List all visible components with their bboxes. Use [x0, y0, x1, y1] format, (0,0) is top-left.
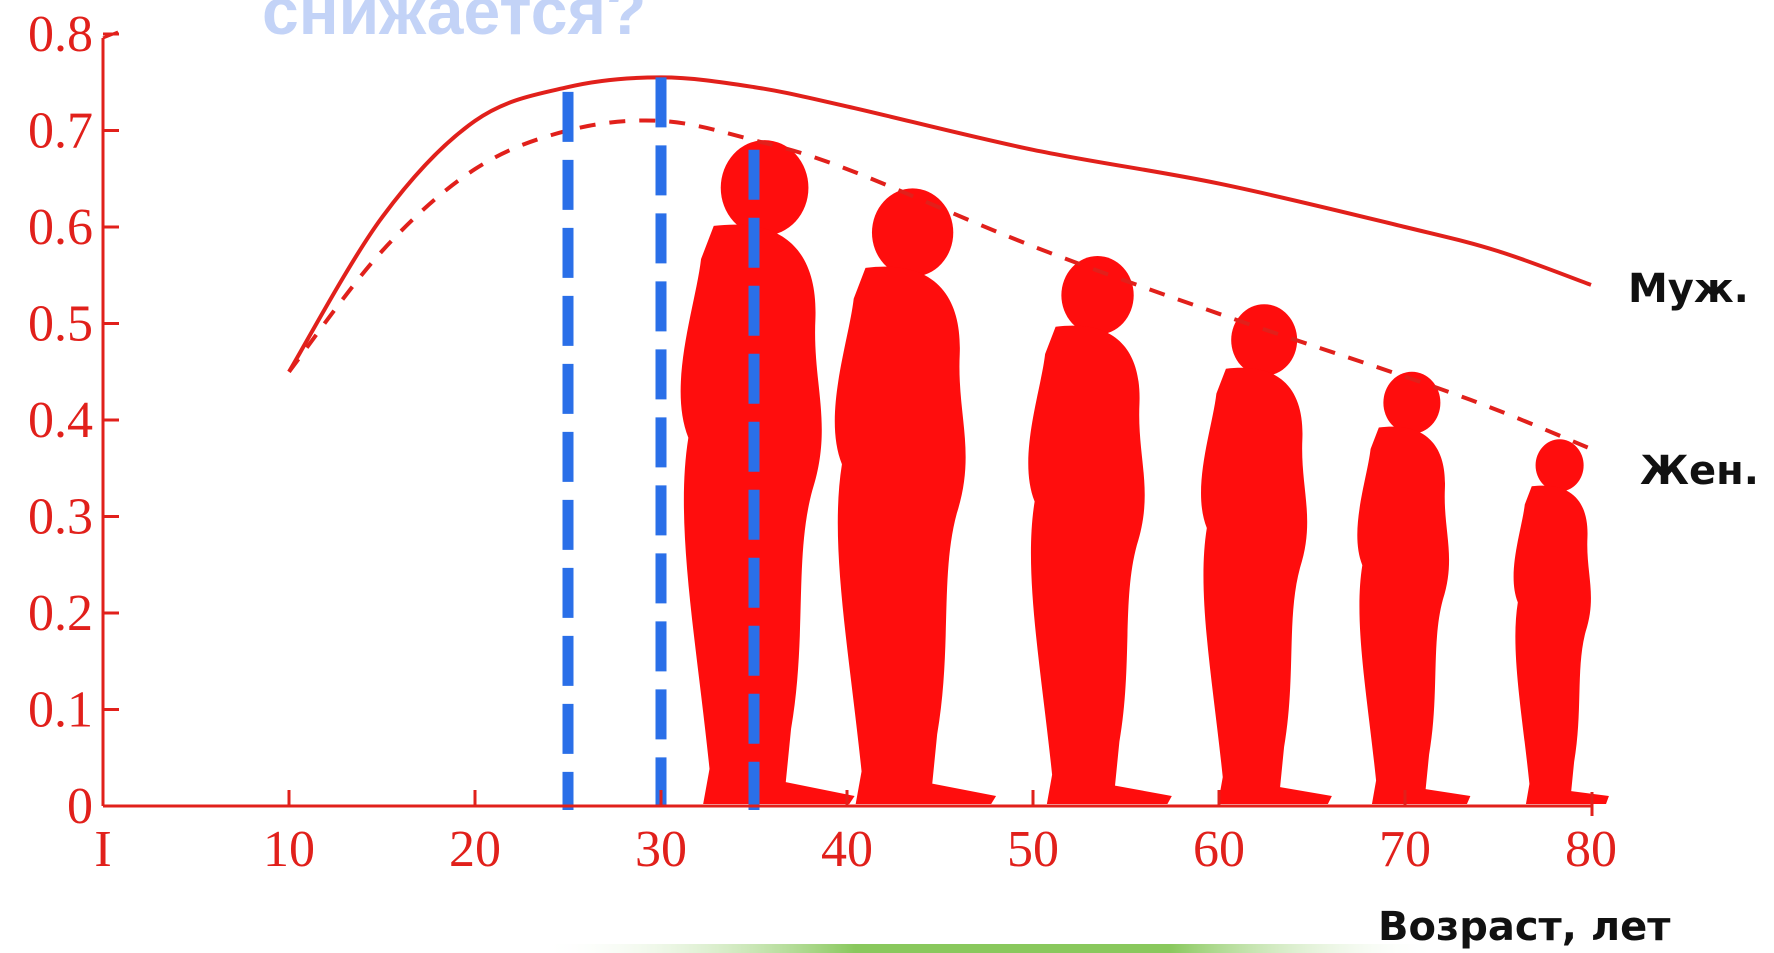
silhouette-body	[680, 224, 855, 804]
silhouette-head	[871, 188, 954, 277]
silhouettes	[680, 140, 1609, 804]
x-tick-label: 70	[1379, 821, 1431, 878]
x-tick-label: 60	[1193, 821, 1245, 878]
silhouette-head	[1383, 371, 1441, 434]
y-tick-label: 0.5	[28, 296, 93, 353]
curves	[287, 75, 1592, 451]
y-tick-label: 0.3	[28, 489, 93, 546]
series-line-men	[287, 75, 1592, 373]
x-tick-label: 20	[449, 821, 501, 878]
y-tick-label: 0.6	[28, 199, 93, 256]
bottom-bar	[540, 944, 1440, 953]
axis-ticks: 0 0.1 0.2 0.3 0.4 0.5 0.6 0.7 0.8 I 10 20 30 40 50 60 70…	[28, 6, 1617, 878]
y-tick-label: 0.8	[28, 6, 93, 63]
silhouette-body	[1201, 367, 1332, 804]
silhouette-body	[834, 266, 997, 804]
silhouette-6	[1513, 439, 1609, 804]
y-tick-label: 0.1	[28, 682, 93, 739]
silhouette-3	[1028, 255, 1172, 804]
x-tick-label: 80	[1565, 821, 1617, 878]
series-line-women	[287, 118, 1592, 451]
y-tick-label: 0.2	[28, 585, 93, 642]
silhouette-1	[680, 140, 855, 804]
silhouette-body	[1357, 426, 1471, 804]
legend-label-women: Жен.	[1640, 448, 1759, 494]
silhouette-head	[1535, 439, 1584, 492]
silhouette-head	[1061, 255, 1134, 335]
silhouette-head	[1231, 304, 1298, 376]
title-fragment: снижается?	[262, 0, 646, 48]
x-tick-label: 10	[263, 821, 315, 878]
y-tick-label: 0.4	[28, 392, 93, 449]
y-tick-label: 0.7	[28, 103, 93, 160]
silhouette-head	[720, 140, 809, 236]
x-tick-label: 30	[635, 821, 687, 878]
silhouette-body	[1028, 325, 1172, 804]
legend-label-men: Муж.	[1628, 266, 1749, 312]
x-tick-label: I	[94, 821, 111, 878]
x-axis-label: Возраст, лет	[1378, 904, 1671, 950]
silhouette-4	[1201, 304, 1332, 804]
x-tick-label: 50	[1007, 821, 1059, 878]
silhouette-2	[834, 188, 997, 804]
age-markers	[562, 77, 760, 810]
silhouette-body	[1513, 485, 1609, 804]
silhouette-5	[1357, 371, 1471, 804]
x-tick-label: 40	[821, 821, 873, 878]
y-tick-label: 0	[67, 778, 93, 835]
